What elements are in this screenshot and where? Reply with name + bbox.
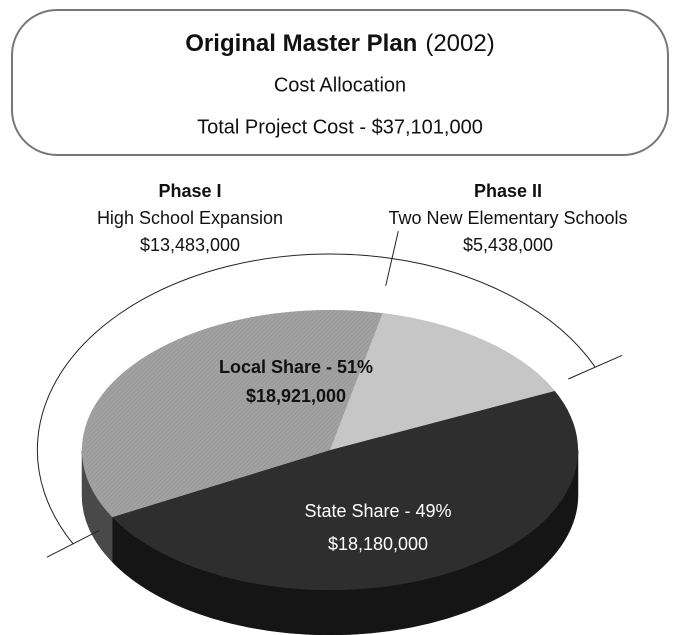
pie-slice xyxy=(81,310,383,518)
phase-name: Phase II xyxy=(474,181,542,201)
chart-title: Original Master Plan (2002) xyxy=(185,30,494,57)
slice-labels: Local Share - 51% $18,921,000 State Shar… xyxy=(219,357,452,554)
bracket-tick xyxy=(568,354,623,380)
title-main: Original Master Plan xyxy=(185,30,417,57)
phase-description: Two New Elementary Schools xyxy=(388,208,627,228)
slice-label: State Share - 49% xyxy=(304,501,451,521)
phase-bracket xyxy=(36,253,393,545)
slice-label: Local Share - 51% xyxy=(219,357,373,377)
phase-bracket xyxy=(391,257,596,368)
slice-value-label: $18,180,000 xyxy=(328,534,428,554)
title-box xyxy=(11,9,669,156)
pie-slice xyxy=(330,313,555,450)
pie xyxy=(36,230,623,635)
bracket-tick xyxy=(385,230,399,286)
bracket-tick xyxy=(46,529,100,558)
phase-value-label: $5,438,000 xyxy=(463,235,553,255)
subtitle: Cost Allocation xyxy=(274,74,406,96)
title-note: (2002) xyxy=(425,30,494,57)
phase-value-label: $13,483,000 xyxy=(140,235,240,255)
pie-slice xyxy=(112,390,579,591)
total-label: Total Project Cost - $37,101,000 xyxy=(197,116,483,138)
phase-name: Phase I xyxy=(158,181,221,201)
slice-value-label: $18,921,000 xyxy=(246,386,346,406)
phase-description: High School Expansion xyxy=(97,208,283,228)
